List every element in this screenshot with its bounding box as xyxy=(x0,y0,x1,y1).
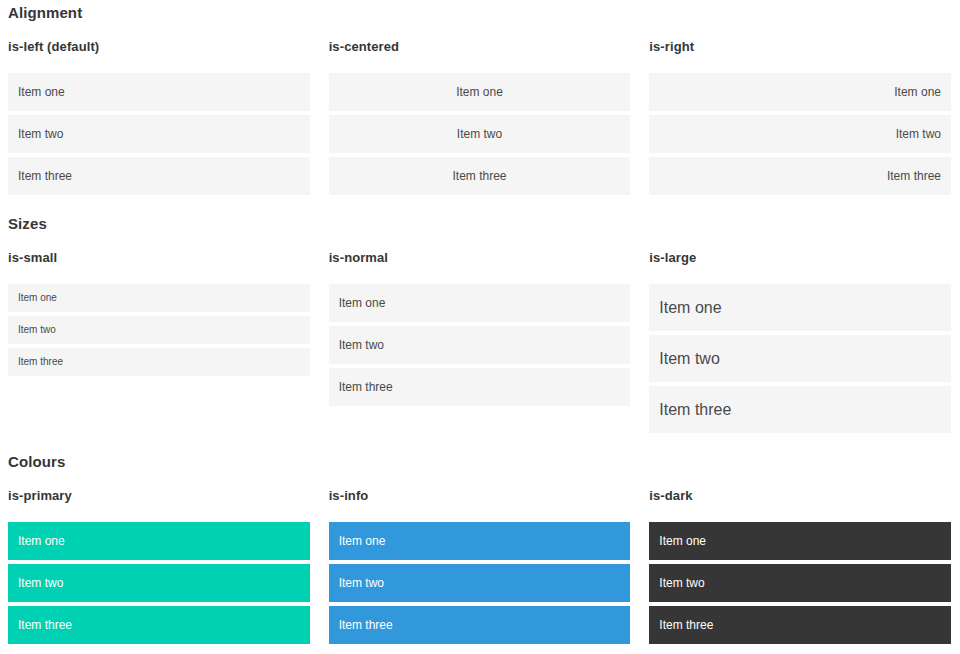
list-item[interactable]: Item one xyxy=(8,522,310,560)
demo-column-large: is-large Item one Item two Item three xyxy=(649,250,951,433)
list-item[interactable]: Item two xyxy=(329,564,631,602)
section-title: Sizes xyxy=(8,216,951,231)
section-alignment: Alignment is-left (default) Item one Ite… xyxy=(8,5,951,195)
list-item[interactable]: Item one xyxy=(329,284,631,322)
column-label: is-small xyxy=(8,250,310,265)
demo-column-primary: is-primary Item one Item two Item three xyxy=(8,488,310,644)
list-item[interactable]: Item one xyxy=(649,284,951,331)
component-demo-page: Alignment is-left (default) Item one Ite… xyxy=(0,0,960,654)
demo-column-left: is-left (default) Item one Item two Item… xyxy=(8,39,310,195)
list-item[interactable]: Item two xyxy=(8,316,310,344)
list-item[interactable]: Item one xyxy=(329,73,631,111)
item-list: Item one Item two Item three xyxy=(329,522,631,644)
column-label: is-primary xyxy=(8,488,310,503)
section-title: Colours xyxy=(8,454,951,469)
column-label: is-dark xyxy=(649,488,951,503)
list-item[interactable]: Item three xyxy=(8,606,310,644)
list-item[interactable]: Item two xyxy=(8,564,310,602)
list-item[interactable]: Item two xyxy=(329,326,631,364)
column-label: is-info xyxy=(329,488,631,503)
list-item[interactable]: Item one xyxy=(329,522,631,560)
list-item[interactable]: Item three xyxy=(8,157,310,195)
list-item[interactable]: Item two xyxy=(649,115,951,153)
item-list: Item one Item two Item three xyxy=(649,522,951,644)
list-item[interactable]: Item three xyxy=(329,368,631,406)
list-item[interactable]: Item one xyxy=(649,73,951,111)
demo-column-centered: is-centered Item one Item two Item three xyxy=(329,39,631,195)
list-item[interactable]: Item one xyxy=(649,522,951,560)
list-item[interactable]: Item three xyxy=(8,348,310,376)
demo-column-normal: is-normal Item one Item two Item three xyxy=(329,250,631,406)
column-label: is-normal xyxy=(329,250,631,265)
list-item[interactable]: Item two xyxy=(649,335,951,382)
item-list: Item one Item two Item three xyxy=(329,73,631,195)
list-item[interactable]: Item two xyxy=(8,115,310,153)
item-list: Item one Item two Item three xyxy=(329,284,631,406)
list-item[interactable]: Item one xyxy=(8,284,310,312)
column-label: is-large xyxy=(649,250,951,265)
list-item[interactable]: Item three xyxy=(329,606,631,644)
demo-column-right: is-right Item one Item two Item three xyxy=(649,39,951,195)
section-title: Alignment xyxy=(8,5,951,20)
column-label: is-centered xyxy=(329,39,631,54)
column-label: is-right xyxy=(649,39,951,54)
list-item[interactable]: Item three xyxy=(649,606,951,644)
demo-column-dark: is-dark Item one Item two Item three xyxy=(649,488,951,644)
item-list: Item one Item two Item three xyxy=(649,284,951,433)
list-item[interactable]: Item one xyxy=(8,73,310,111)
column-label: is-left (default) xyxy=(8,39,310,54)
list-item[interactable]: Item three xyxy=(649,157,951,195)
sizes-columns: is-small Item one Item two Item three is… xyxy=(8,250,951,433)
colours-columns: is-primary Item one Item two Item three … xyxy=(8,488,951,644)
section-sizes: Sizes is-small Item one Item two Item th… xyxy=(8,216,951,433)
alignment-columns: is-left (default) Item one Item two Item… xyxy=(8,39,951,195)
item-list: Item one Item two Item three xyxy=(8,73,310,195)
item-list: Item one Item two Item three xyxy=(8,522,310,644)
demo-column-small: is-small Item one Item two Item three xyxy=(8,250,310,376)
demo-column-info: is-info Item one Item two Item three xyxy=(329,488,631,644)
list-item[interactable]: Item three xyxy=(329,157,631,195)
list-item[interactable]: Item two xyxy=(329,115,631,153)
list-item[interactable]: Item two xyxy=(649,564,951,602)
list-item[interactable]: Item three xyxy=(649,386,951,433)
item-list: Item one Item two Item three xyxy=(649,73,951,195)
section-colours: Colours is-primary Item one Item two Ite… xyxy=(8,454,951,644)
item-list: Item one Item two Item three xyxy=(8,284,310,376)
